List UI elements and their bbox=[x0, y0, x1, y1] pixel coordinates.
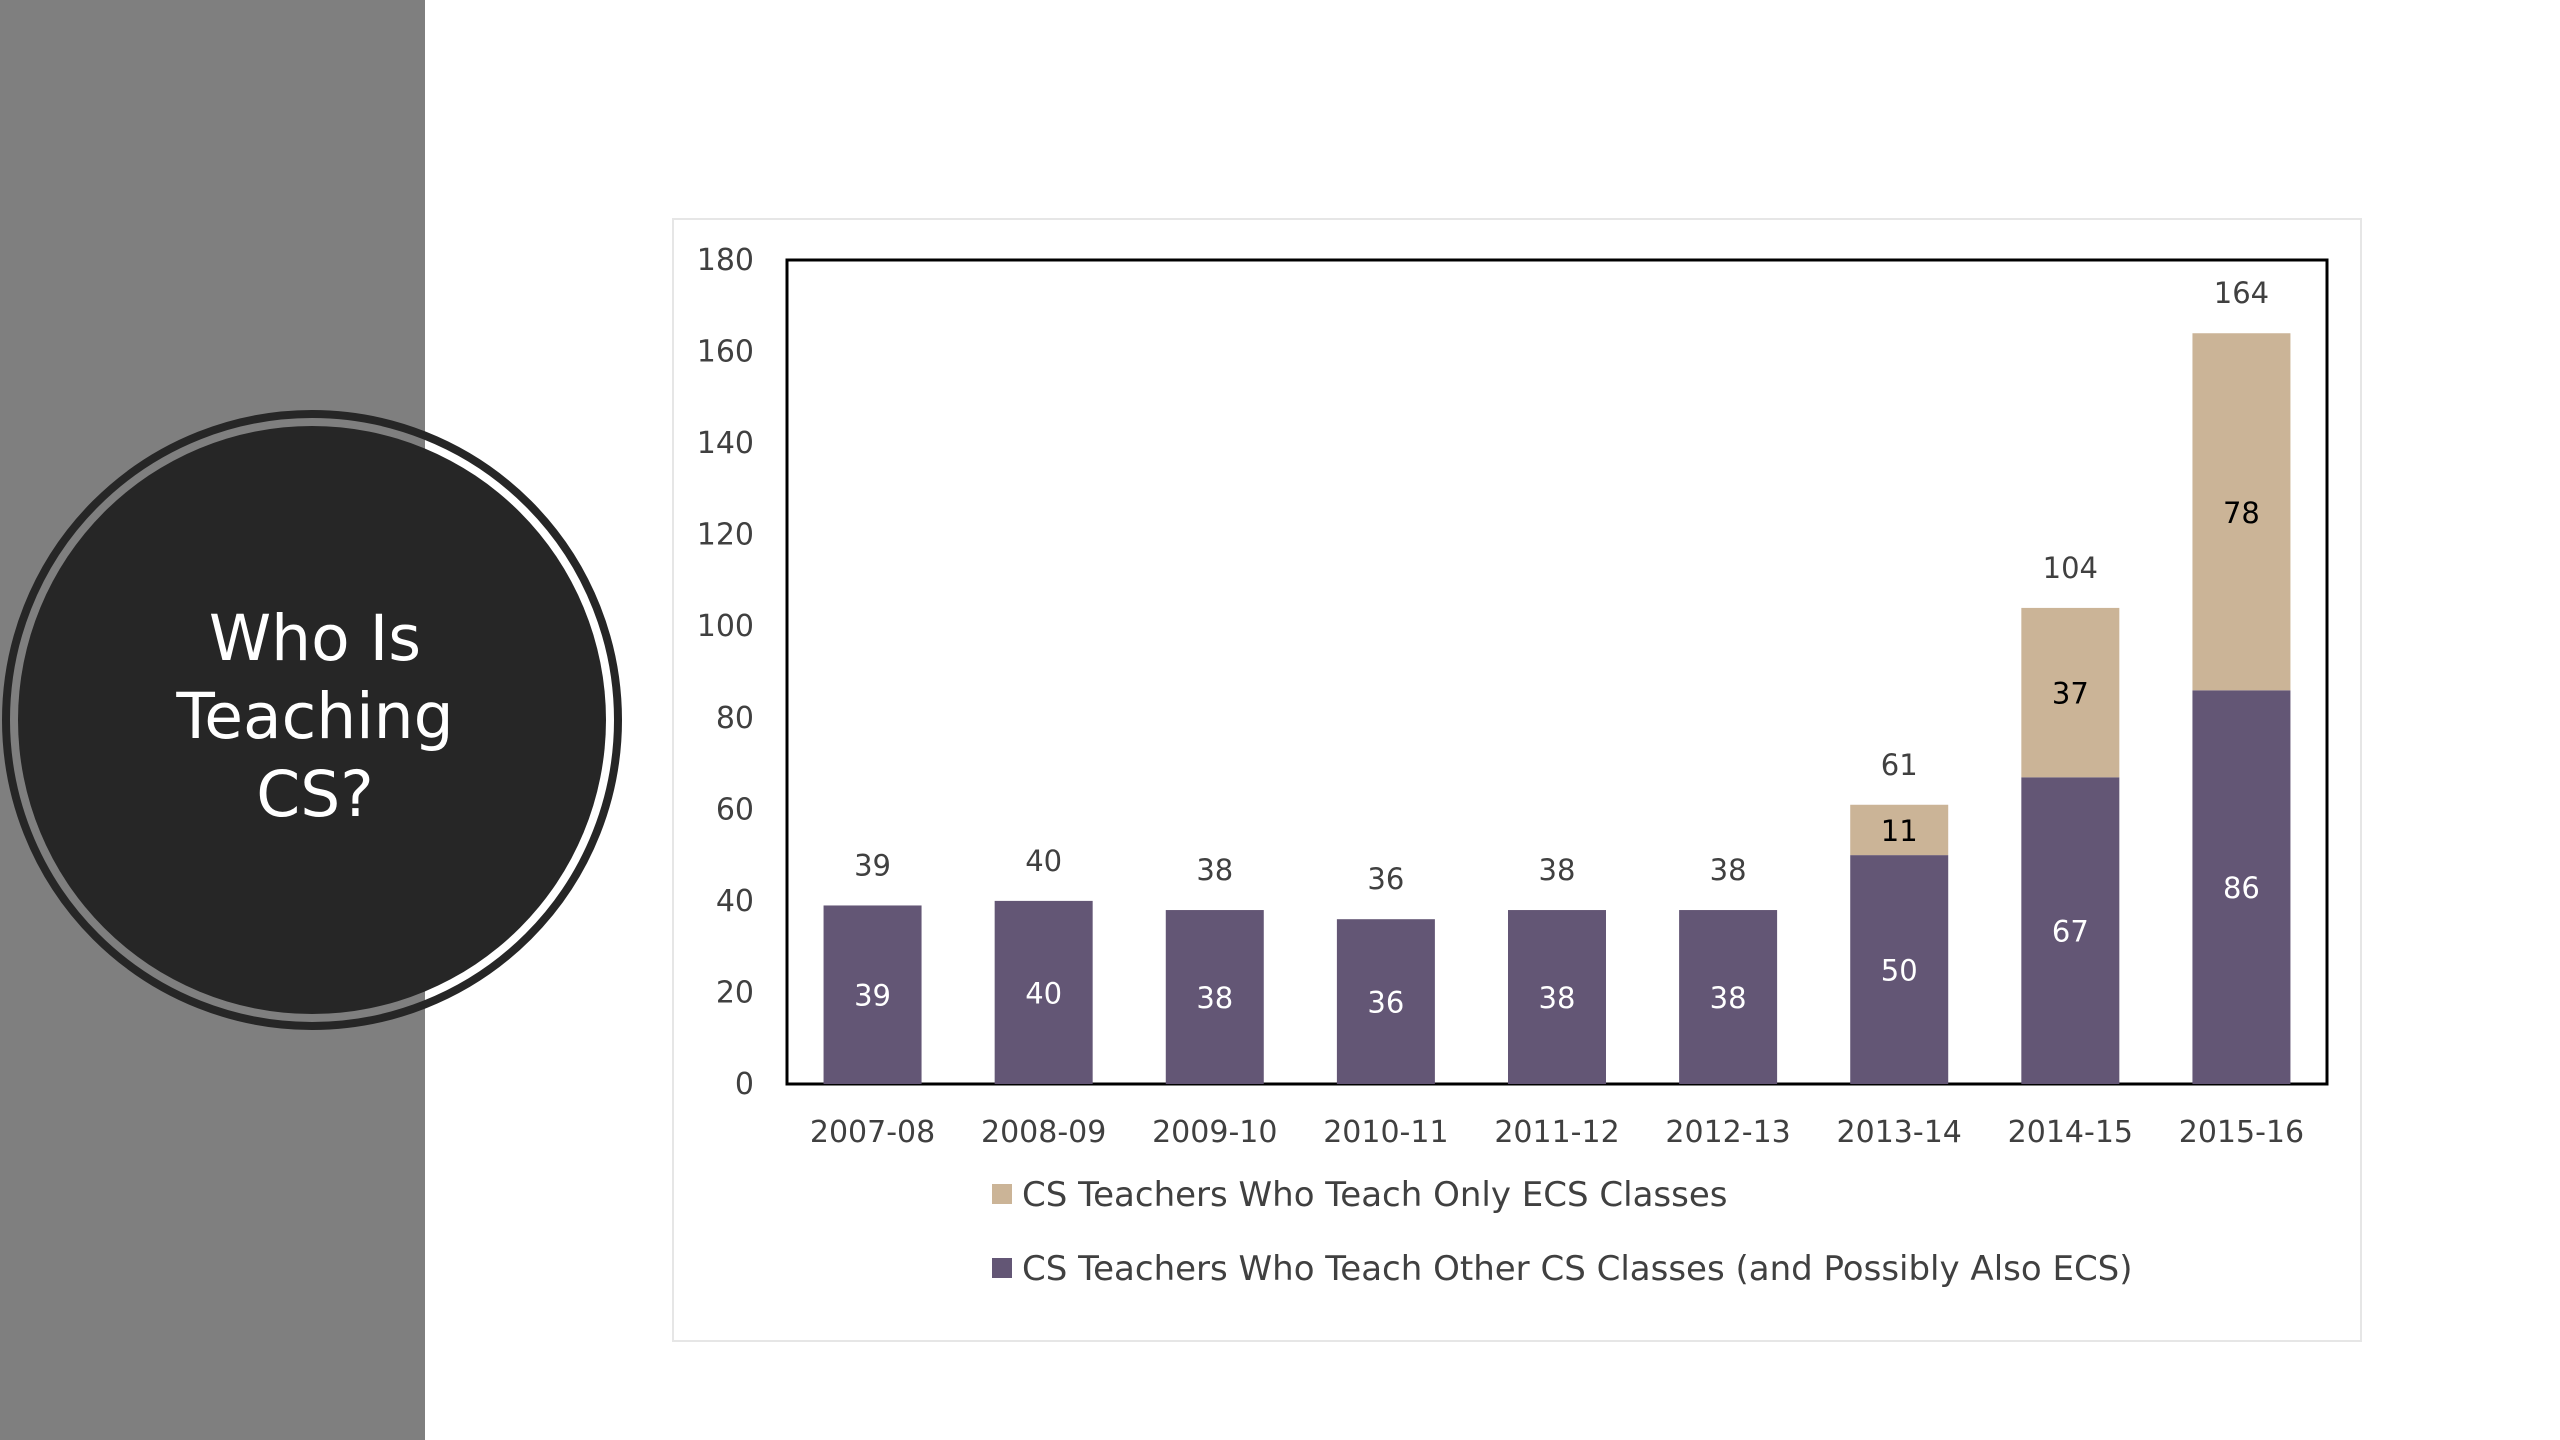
x-tick-label: 2015-16 bbox=[2179, 1115, 2304, 1150]
bar-value-label: 37 bbox=[2052, 677, 2089, 711]
slide-title-line: CS? bbox=[256, 758, 374, 831]
bar-value-label: 11 bbox=[1881, 814, 1918, 848]
slide-title-line: Teaching bbox=[176, 680, 454, 753]
bar-value-label: 78 bbox=[2223, 496, 2260, 530]
y-tick-label: 40 bbox=[716, 884, 754, 919]
y-tick-label: 20 bbox=[716, 975, 754, 1010]
bar-total-label: 104 bbox=[2043, 551, 2098, 585]
x-tick-label: 2009-10 bbox=[1152, 1115, 1277, 1150]
bar-segment-other-cs bbox=[1165, 910, 1264, 1084]
y-tick-label: 80 bbox=[716, 701, 754, 736]
bar-segment-only-ecs bbox=[1850, 804, 1949, 856]
bar-segment-other-cs bbox=[1336, 919, 1435, 1084]
slide-title: Who Is Teaching CS? bbox=[110, 600, 520, 834]
x-tick-label: 2007-08 bbox=[810, 1115, 935, 1150]
bar-value-label: 39 bbox=[854, 979, 891, 1013]
bar-value-label: 38 bbox=[1196, 981, 1233, 1015]
x-tick-label: 2013-14 bbox=[1837, 1115, 1962, 1150]
y-tick-label: 100 bbox=[697, 609, 754, 644]
bar-total-label: 38 bbox=[1710, 853, 1747, 887]
bar-total-label: 40 bbox=[1025, 844, 1062, 878]
chart-frame: 0 20 40 60 80 100 120 140 160 180 39 39 2007-08 40 40 2… bbox=[672, 218, 2362, 1342]
legend-label: CS Teachers Who Teach Other CS Classes (… bbox=[1022, 1249, 2133, 1289]
bar-total-label: 39 bbox=[854, 848, 891, 882]
bar-segment-other-cs bbox=[1850, 855, 1949, 1084]
y-tick-label: 0 bbox=[735, 1067, 754, 1102]
bar-segment-only-ecs bbox=[2192, 333, 2291, 691]
bar-value-label: 67 bbox=[2052, 915, 2089, 949]
bar-segment-other-cs bbox=[1508, 910, 1606, 1084]
legend-label: CS Teachers Who Teach Only ECS Classes bbox=[1022, 1175, 1727, 1215]
bar-segment-other-cs bbox=[823, 905, 922, 1084]
x-tick-label: 2012-13 bbox=[1665, 1115, 1790, 1150]
bar-segment-other-cs bbox=[2192, 690, 2291, 1084]
slide-title-line: Who Is bbox=[208, 602, 422, 675]
bar-value-label: 40 bbox=[1025, 976, 1062, 1010]
bar-total-label: 36 bbox=[1367, 862, 1404, 896]
bar-value-label: 86 bbox=[2223, 871, 2260, 905]
y-tick-label: 140 bbox=[697, 426, 754, 461]
bar-total-label: 38 bbox=[1196, 853, 1233, 887]
legend-swatch bbox=[992, 1258, 1012, 1278]
bar-total-label: 164 bbox=[2214, 276, 2269, 310]
bar-value-label: 50 bbox=[1881, 954, 1918, 988]
stacked-bar-chart: 0 20 40 60 80 100 120 140 160 180 39 39 2007-08 40 40 2… bbox=[697, 243, 2329, 1289]
bar-segment-other-cs bbox=[994, 900, 1093, 1084]
y-tick-label: 160 bbox=[697, 335, 754, 370]
x-tick-label: 2011-12 bbox=[1494, 1115, 1619, 1150]
bar-value-label: 36 bbox=[1367, 986, 1404, 1020]
x-tick-label: 2014-15 bbox=[2008, 1115, 2133, 1150]
bar-value-label: 38 bbox=[1539, 981, 1576, 1015]
legend-swatch bbox=[992, 1184, 1012, 1204]
bar-value-label: 38 bbox=[1710, 981, 1747, 1015]
bar-total-label: 61 bbox=[1881, 748, 1918, 782]
bar-segment-only-ecs bbox=[2021, 607, 2120, 778]
x-tick-label: 2008-09 bbox=[981, 1115, 1106, 1150]
bar-segment-other-cs bbox=[1679, 910, 1778, 1084]
bar-segment-other-cs bbox=[2021, 777, 2120, 1084]
x-tick-label: 2010-11 bbox=[1323, 1115, 1448, 1150]
y-tick-label: 120 bbox=[697, 518, 754, 553]
y-tick-label: 60 bbox=[716, 792, 754, 827]
bar-total-label: 38 bbox=[1539, 853, 1576, 887]
y-tick-label: 180 bbox=[697, 243, 754, 278]
